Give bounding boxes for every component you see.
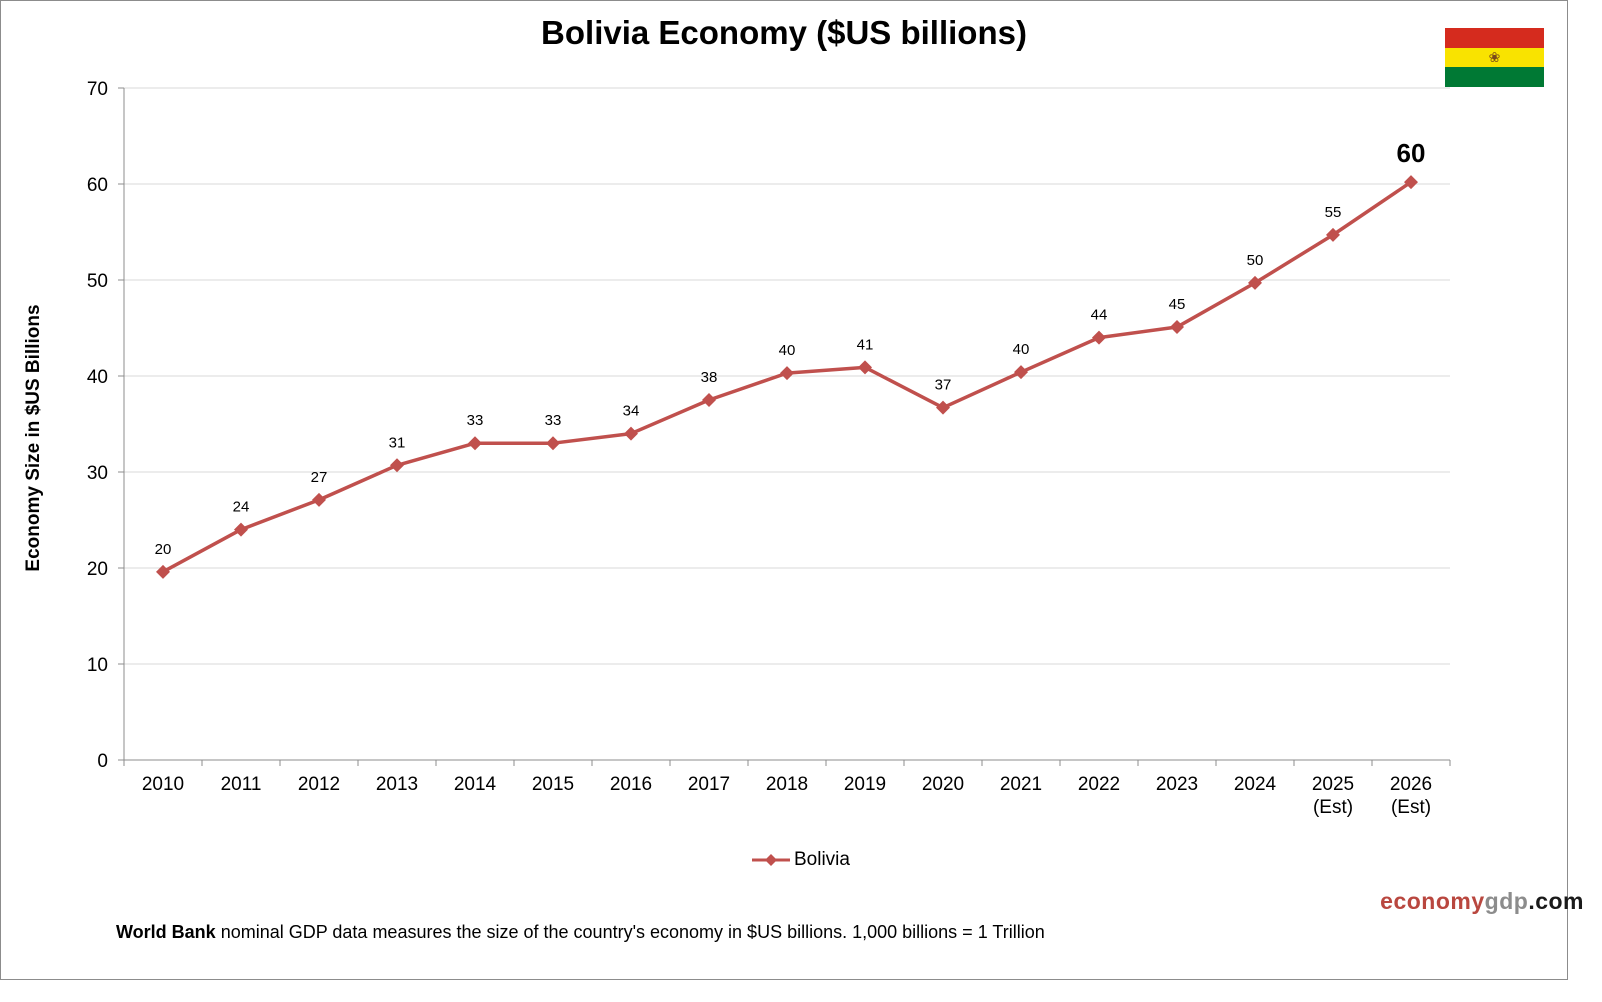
data-point-9 bbox=[858, 360, 872, 375]
x-tick-label-3: 2013 bbox=[376, 774, 418, 795]
brand-part-gdp: gdp bbox=[1484, 888, 1529, 914]
data-label-8: 40 bbox=[779, 342, 796, 359]
x-tick-label-13: 2023 bbox=[1156, 774, 1198, 795]
y-tick-label-10: 10 bbox=[87, 655, 108, 676]
data-point-2 bbox=[312, 492, 326, 507]
brand-part-com: .com bbox=[1528, 888, 1584, 914]
data-point-3 bbox=[390, 458, 404, 473]
data-point-10 bbox=[936, 400, 950, 415]
data-label-14: 50 bbox=[1247, 252, 1264, 269]
x-tick-label-2: 2012 bbox=[298, 774, 340, 795]
data-point-11 bbox=[1014, 365, 1028, 380]
bolivia-flag-icon: ❀ bbox=[1445, 28, 1544, 87]
brand-watermark[interactable]: economygdp.com bbox=[1380, 888, 1584, 915]
data-label-10: 37 bbox=[935, 377, 952, 394]
x-tick-label-5: 2015 bbox=[532, 774, 574, 795]
y-tick-label-70: 70 bbox=[87, 79, 108, 100]
data-label-12: 44 bbox=[1091, 307, 1108, 324]
data-label-6: 34 bbox=[623, 403, 640, 420]
x-tick-label-15-line-1: (Est) bbox=[1313, 797, 1353, 818]
y-tick-label-50: 50 bbox=[87, 271, 108, 292]
footnote-source: World Bank bbox=[116, 922, 216, 942]
flag-yellow-band bbox=[1445, 48, 1544, 67]
flag-emblem-icon: ❀ bbox=[1488, 49, 1501, 65]
data-point-4 bbox=[468, 436, 482, 451]
x-tick-label-16-line-0: 2026 bbox=[1390, 774, 1432, 795]
x-tick-label-1: 2011 bbox=[221, 774, 262, 795]
data-point-6 bbox=[624, 426, 638, 441]
legend-label-bolivia: Bolivia bbox=[794, 849, 850, 870]
x-tick-label-16-line-1: (Est) bbox=[1391, 797, 1431, 818]
chart-frame bbox=[0, 0, 1568, 980]
y-axis-label: Economy Size in $US Billions bbox=[23, 304, 44, 571]
x-tick-label-9: 2019 bbox=[844, 774, 886, 795]
x-tick-label-7: 2017 bbox=[688, 774, 730, 795]
data-label-4: 33 bbox=[467, 412, 484, 429]
x-tick-label-14: 2024 bbox=[1234, 774, 1277, 795]
data-label-15: 55 bbox=[1325, 204, 1342, 221]
x-tick-label-0: 2010 bbox=[142, 774, 184, 795]
data-label-7: 38 bbox=[701, 369, 718, 386]
data-point-7 bbox=[702, 393, 716, 407]
x-tick-label-12: 2022 bbox=[1078, 774, 1120, 795]
data-point-0 bbox=[156, 564, 170, 579]
y-tick-label-40: 40 bbox=[87, 367, 108, 388]
x-tick-label-15-line-0: 2025 bbox=[1312, 774, 1354, 795]
data-label-2: 27 bbox=[311, 469, 328, 486]
data-label-13: 45 bbox=[1169, 296, 1186, 313]
flag-red-band bbox=[1445, 28, 1544, 48]
x-tick-label-8: 2018 bbox=[766, 774, 808, 795]
line-chart: 0 10 20 30 40 50 60 70 2010 2011 2012 2013 2014 2015 2… bbox=[23, 79, 1451, 818]
data-point-5 bbox=[546, 436, 560, 451]
data-label-16: 60 bbox=[1397, 138, 1426, 168]
footnote: World Bank nominal GDP data measures the… bbox=[116, 922, 1045, 943]
y-tick-label-30: 30 bbox=[87, 463, 108, 484]
y-tick-label-60: 60 bbox=[87, 175, 108, 196]
x-tick-label-6: 2016 bbox=[610, 774, 652, 795]
legend-swatch-icon bbox=[752, 854, 790, 866]
chart-title: Bolivia Economy ($US billions) bbox=[541, 14, 1027, 51]
data-point-13 bbox=[1170, 320, 1184, 335]
data-point-15 bbox=[1326, 227, 1340, 242]
data-point-12 bbox=[1092, 330, 1106, 345]
data-label-3: 31 bbox=[389, 434, 406, 451]
data-point-1 bbox=[234, 522, 248, 537]
data-point-14 bbox=[1248, 275, 1262, 290]
y-tick-label-0: 0 bbox=[97, 751, 108, 772]
data-label-1: 24 bbox=[233, 499, 250, 516]
data-label-11: 40 bbox=[1013, 341, 1030, 358]
data-label-0: 20 bbox=[155, 541, 172, 558]
data-label-9: 41 bbox=[857, 336, 874, 353]
data-point-8 bbox=[780, 366, 794, 381]
x-tick-label-10: 2020 bbox=[922, 774, 964, 795]
y-tick-label-20: 20 bbox=[87, 559, 108, 580]
x-tick-label-11: 2021 bbox=[1000, 774, 1042, 795]
data-point-16 bbox=[1404, 175, 1418, 190]
brand-part-economy: economy bbox=[1380, 888, 1485, 914]
x-tick-label-4: 2014 bbox=[454, 774, 497, 795]
data-label-5: 33 bbox=[545, 412, 562, 429]
footnote-text: nominal GDP data measures the size of th… bbox=[215, 922, 1045, 942]
flag-green-band bbox=[1445, 67, 1544, 87]
legend: Bolivia bbox=[750, 848, 850, 872]
